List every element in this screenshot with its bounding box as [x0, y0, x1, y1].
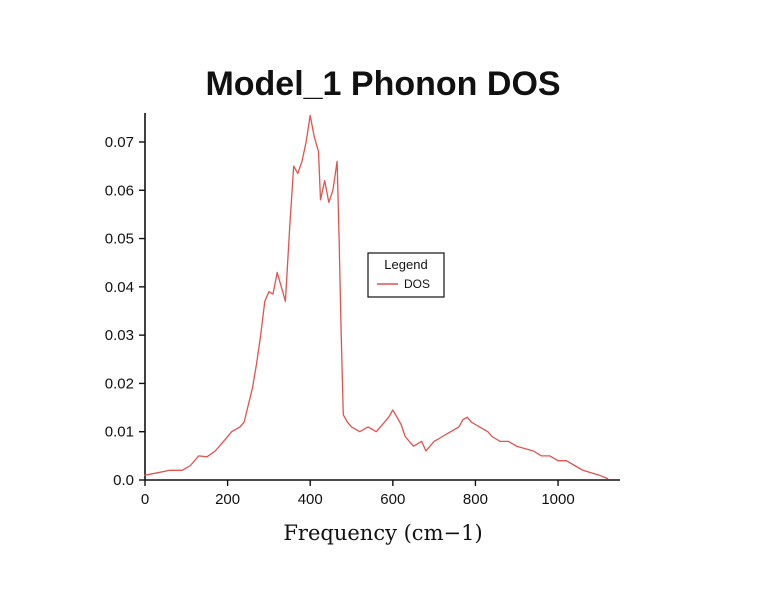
series-lines [144, 114, 609, 480]
y-tick-label: 0.03 [105, 327, 134, 344]
legend-entry-label: DOS [404, 277, 430, 291]
x-tick-label: 0 [141, 491, 149, 508]
legend: Legend DOS [367, 252, 445, 298]
x-tick-label: 1000 [541, 491, 574, 508]
y-tick-label: 0.02 [105, 375, 134, 392]
x-tick-label: 800 [463, 491, 488, 508]
chart-title: Model_1 Phonon DOS [205, 65, 560, 103]
x-axis-label: Frequency (cm−1) [283, 521, 482, 545]
y-tick-label: 0.07 [105, 134, 134, 151]
x-tick-label: 600 [380, 491, 405, 508]
y-tick-label: 0.04 [105, 279, 134, 296]
x-tick-label: 200 [215, 491, 240, 508]
axes: 0 200 400 600 800 1000 0.0 0.01 0.02 0.03 0.04 0.05… [105, 113, 620, 508]
y-tick-label: 0.01 [105, 424, 134, 441]
y-tick-label: 0.0 [113, 472, 134, 489]
y-tick-label: 0.05 [105, 231, 134, 248]
y-tick-label: 0.06 [105, 182, 134, 199]
legend-box [367, 252, 445, 298]
x-tick-label: 400 [298, 491, 323, 508]
legend-title: Legend [384, 257, 427, 272]
dos-series-line [144, 114, 609, 480]
